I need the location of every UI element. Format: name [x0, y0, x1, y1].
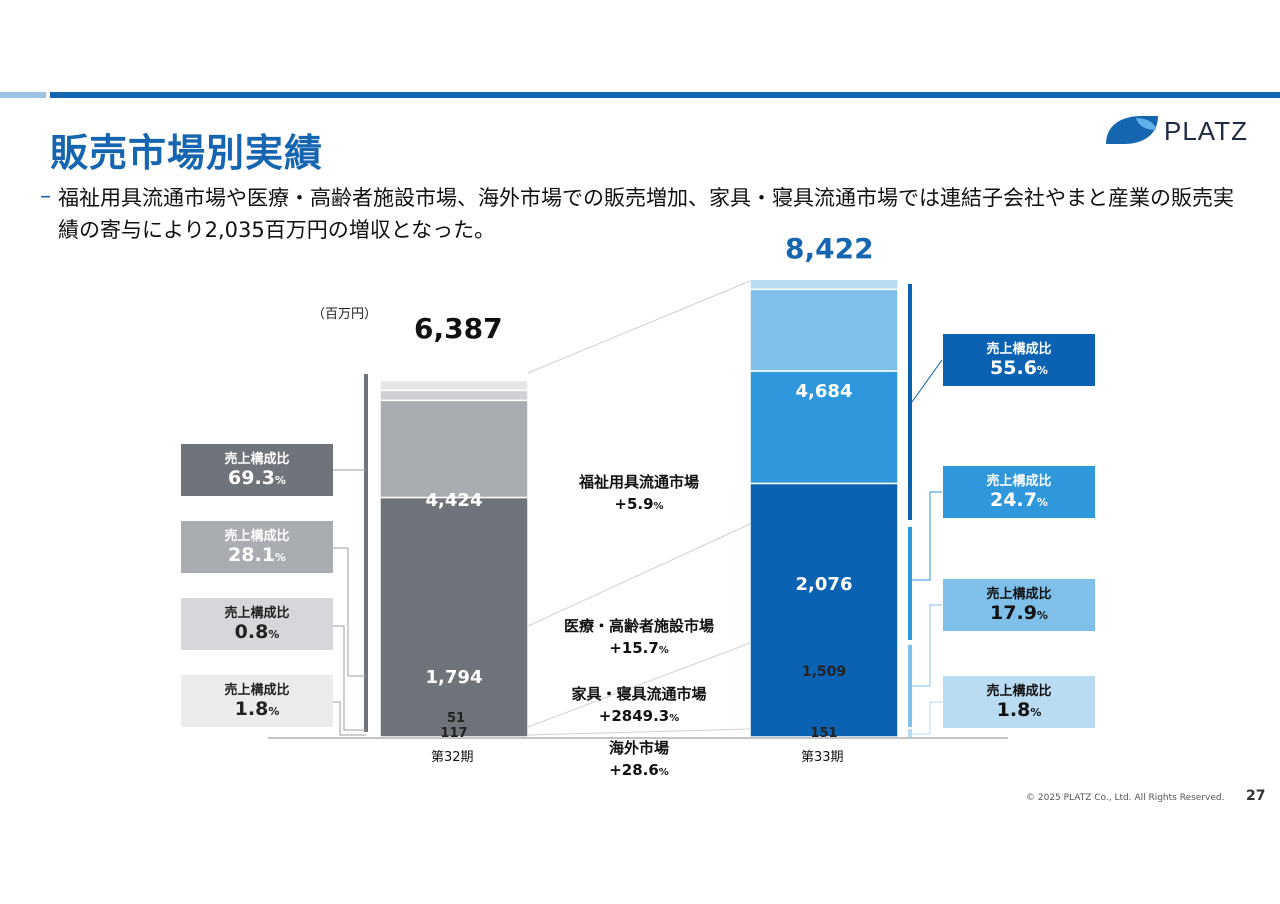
total-period-33: 8,422	[785, 232, 874, 265]
guide-line-4	[527, 728, 751, 736]
bar-segment-p32-4	[379, 379, 529, 392]
share-box-p33-4: 売上構成比 1.8%	[943, 676, 1095, 728]
share-value: 69.3%	[228, 467, 286, 489]
bullet-dash: –	[40, 184, 51, 209]
market-change: +15.7%	[609, 639, 669, 657]
value-label-p32-4: 117	[440, 726, 467, 741]
value-label-p32-3: 51	[447, 711, 465, 726]
market-name: 医療・高齢者施設市場	[563, 617, 714, 635]
share-label: 売上構成比	[986, 342, 1052, 357]
bar-segment-p33-2	[749, 370, 899, 485]
share-value: 28.1%	[228, 544, 286, 566]
connector-p32-3	[333, 625, 366, 731]
value-label-p32-2: 1,794	[426, 667, 483, 688]
market-change: +5.9%	[614, 495, 664, 513]
header-accent-bar	[0, 92, 46, 98]
share-value: 17.9%	[990, 602, 1048, 624]
connector-p32-4	[333, 701, 366, 736]
connector-p33-3	[912, 604, 942, 687]
page-number: 27	[1246, 788, 1266, 804]
share-label: 売上構成比	[224, 606, 290, 621]
value-label-p33-1: 4,684	[796, 381, 853, 402]
share-box-p32-1: 売上構成比 69.3%	[181, 444, 333, 496]
bar-segment-p33-1	[749, 482, 899, 738]
share-value: 24.7%	[990, 489, 1048, 511]
page-title: 販売市場別実績	[50, 131, 324, 175]
bar-segment-p33-3	[749, 288, 899, 372]
share-box-p32-3: 売上構成比 0.8%	[181, 598, 333, 650]
header-rule	[50, 92, 1280, 98]
unit-label: （百万円）	[312, 307, 378, 322]
bar-segment-p33-4	[749, 278, 899, 291]
market-name: 福祉用具流通市場	[578, 473, 699, 491]
share-label: 売上構成比	[986, 684, 1052, 699]
guide-line-2	[527, 523, 751, 627]
platz-logo-icon	[1106, 116, 1158, 144]
market-name: 海外市場	[608, 739, 669, 757]
value-label-p32-1: 4,424	[426, 490, 483, 511]
share-value: 0.8%	[234, 621, 280, 643]
share-label: 売上構成比	[224, 683, 290, 698]
value-label-p33-3: 1,509	[802, 664, 846, 680]
description-text: 福祉用具流通市場や医療・高齢者施設市場、海外市場での販売増加、家具・寝具流通市場…	[58, 186, 1234, 242]
market-name: 家具・寝具流通市場	[571, 685, 707, 703]
share-box-p32-4: 売上構成比 1.8%	[181, 675, 333, 727]
market-change: +28.6%	[609, 761, 669, 779]
value-label-p33-2: 2,076	[796, 574, 853, 595]
logo-text: PLATZ	[1164, 116, 1248, 146]
share-box-p33-2: 売上構成比 24.7%	[943, 466, 1095, 518]
share-label: 売上構成比	[986, 474, 1052, 489]
share-label: 売上構成比	[986, 587, 1052, 602]
market-label-3: 家具・寝具流通市場 +2849.3%	[539, 683, 739, 730]
share-label: 売上構成比	[224, 452, 290, 467]
bar-segment-p32-3	[379, 389, 529, 402]
share-box-p33-1: 売上構成比 55.6%	[943, 334, 1095, 386]
connector-p33-4	[912, 701, 942, 735]
market-label-2: 医療・高齢者施設市場 +15.7%	[539, 615, 739, 662]
connector-p32-2	[333, 547, 366, 677]
period-label-33: 第33期	[801, 750, 844, 765]
share-box-p33-3: 売上構成比 17.9%	[943, 579, 1095, 631]
share-value: 1.8%	[234, 698, 280, 720]
guide-line-1	[527, 280, 751, 374]
market-change: +2849.3%	[598, 707, 680, 725]
share-value: 1.8%	[996, 699, 1042, 721]
share-label: 売上構成比	[224, 529, 290, 544]
connector-p33-1	[911, 359, 943, 403]
share-box-p32-2: 売上構成比 28.1%	[181, 521, 333, 573]
market-label-4: 海外市場 +28.6%	[539, 737, 739, 784]
value-label-p33-4: 151	[810, 726, 837, 741]
market-label-1: 福祉用具流通市場 +5.9%	[539, 471, 739, 518]
bar-segment-p32-2	[379, 399, 529, 499]
connector-p33-2	[912, 491, 942, 581]
total-period-32: 6,387	[414, 312, 503, 345]
period-label-32: 第32期	[431, 750, 474, 765]
bar-segment-p32-1	[379, 496, 529, 738]
share-value: 55.6%	[990, 357, 1048, 379]
guide-line-3	[527, 642, 751, 728]
copyright-footer: © 2025 PLATZ Co., Ltd. All Rights Reserv…	[1026, 793, 1225, 803]
